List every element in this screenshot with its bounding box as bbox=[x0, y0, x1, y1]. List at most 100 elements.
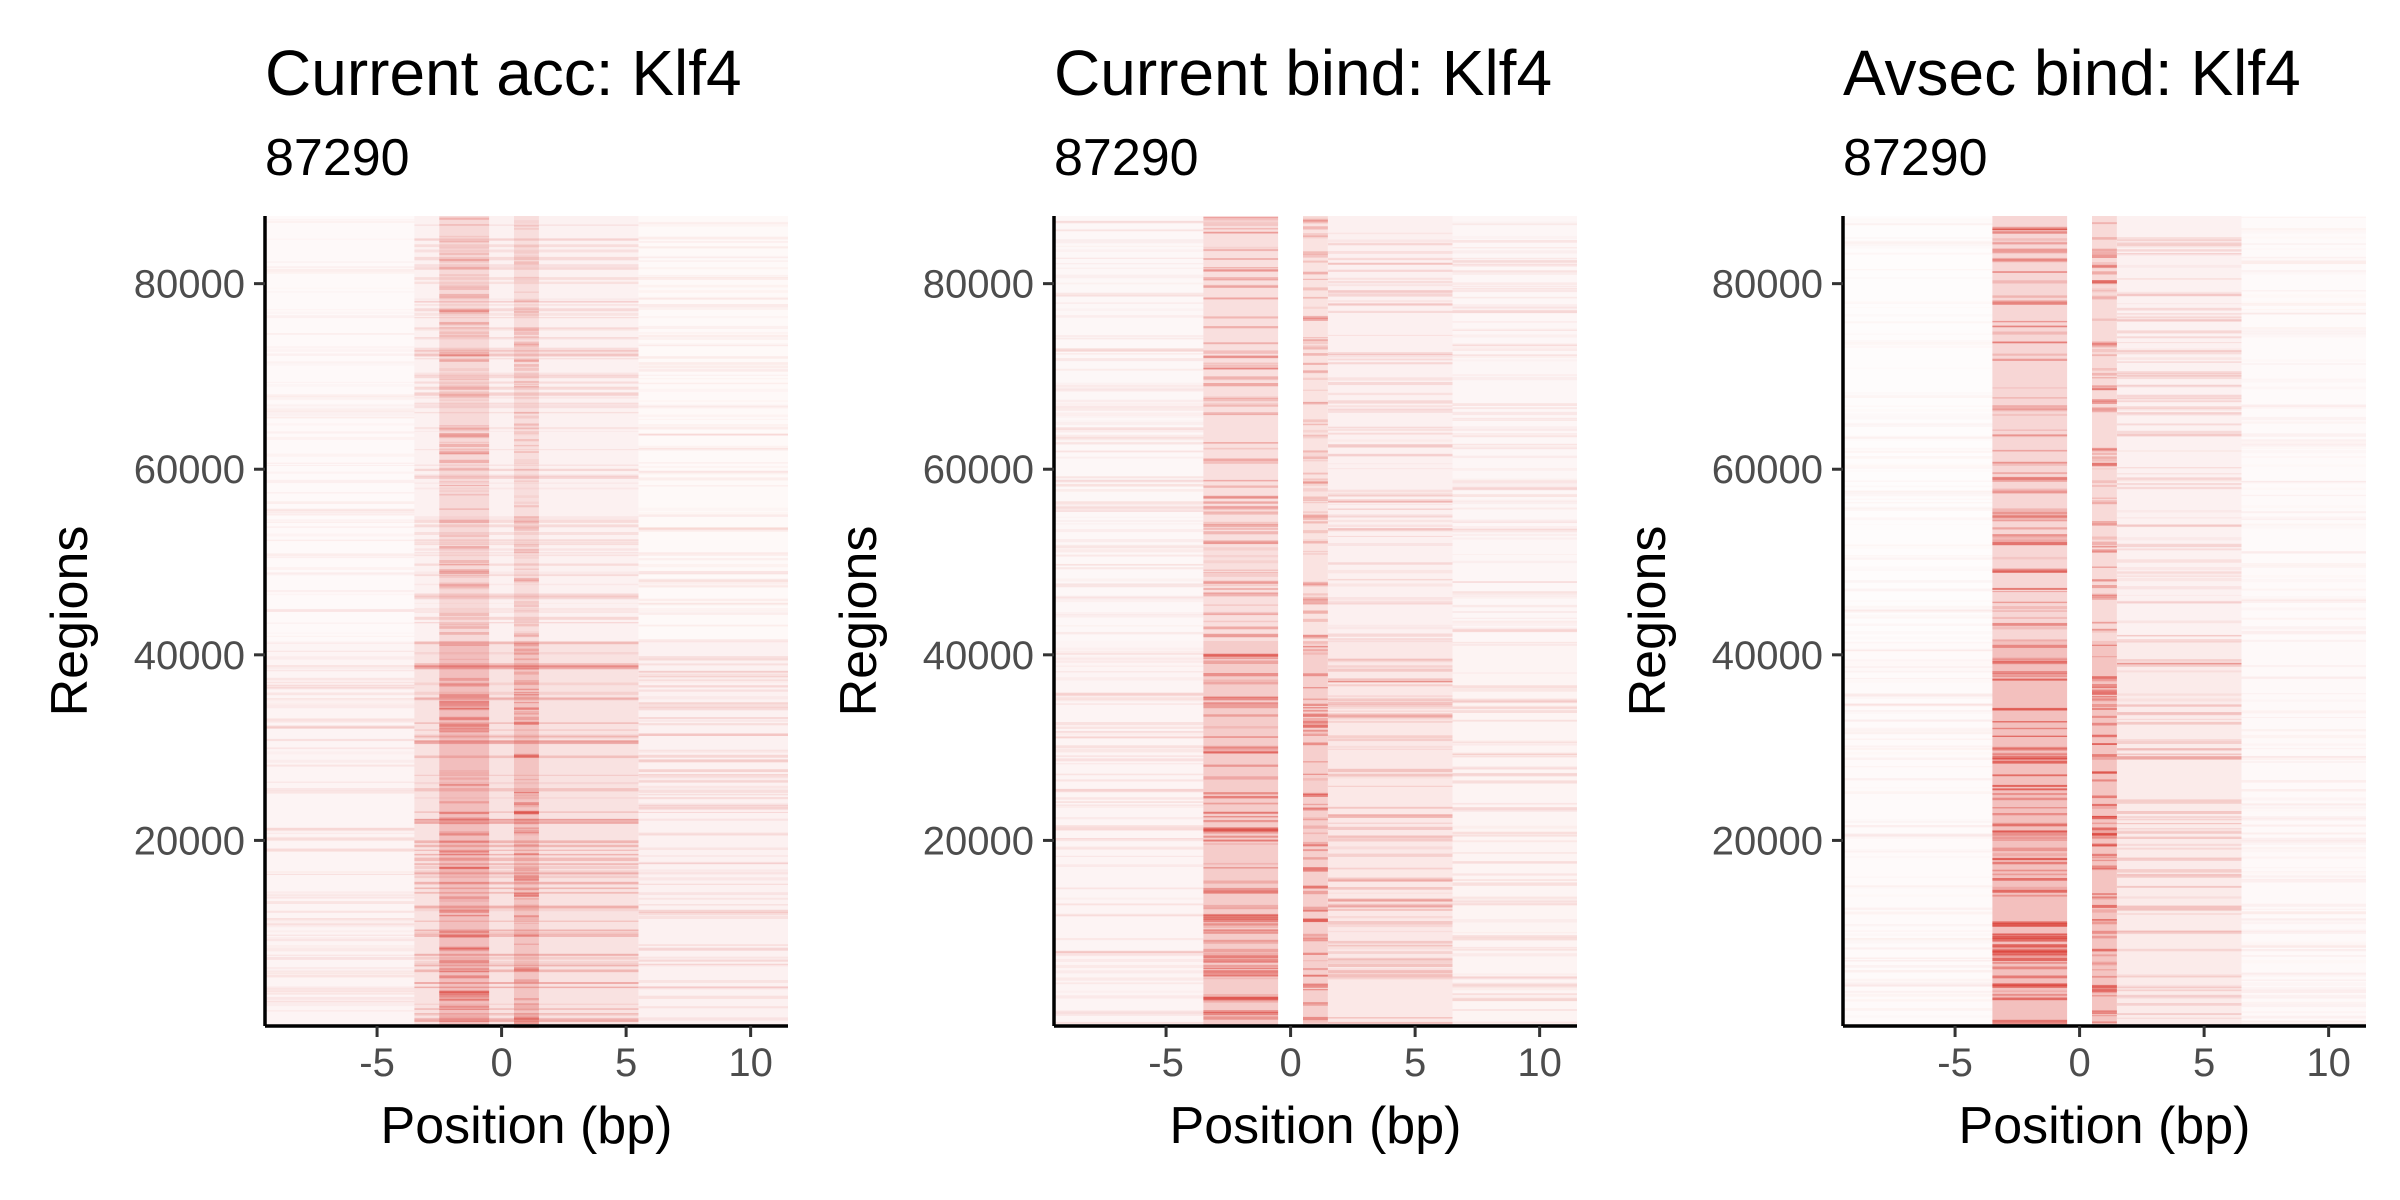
heatmap-row-streak bbox=[514, 822, 539, 825]
heatmap-row-streak bbox=[2092, 341, 2117, 345]
heatmap-row-streak bbox=[414, 264, 639, 267]
heatmap-row-streak bbox=[638, 579, 788, 583]
heatmap-row-streak bbox=[514, 527, 539, 530]
heatmap-row-streak bbox=[265, 948, 415, 952]
heatmap-row-streak bbox=[1328, 405, 1453, 407]
heatmap-row-streak bbox=[1992, 587, 2068, 590]
heatmap-row-streak bbox=[1054, 745, 1204, 749]
heatmap-row-streak bbox=[2092, 921, 2117, 925]
heatmap-row-streak bbox=[1054, 427, 1204, 430]
heatmap-row-streak bbox=[514, 680, 539, 682]
heatmap-row-streak bbox=[414, 224, 639, 226]
heatmap-row-streak bbox=[414, 1013, 639, 1015]
heatmap-row-streak bbox=[1203, 383, 1279, 387]
heatmap-row-streak bbox=[2242, 231, 2367, 234]
heatmap-row-streak bbox=[1328, 959, 1453, 961]
heatmap-row-streak bbox=[2242, 634, 2367, 635]
heatmap-row-streak bbox=[1328, 908, 1453, 911]
heatmap-row-streak bbox=[414, 312, 639, 316]
heatmap-row-streak bbox=[1203, 560, 1279, 564]
heatmap-row-streak bbox=[2092, 822, 2117, 825]
heatmap-row-streak bbox=[638, 883, 788, 885]
heatmap-row-streak bbox=[514, 433, 539, 436]
heatmap-row-streak bbox=[514, 827, 539, 830]
heatmap-row-streak bbox=[2092, 795, 2117, 799]
heatmap-row-streak bbox=[514, 802, 539, 806]
heatmap-row-streak bbox=[638, 904, 788, 906]
heatmap-row-streak bbox=[1054, 914, 1204, 917]
heatmap-row-streak bbox=[514, 372, 539, 376]
heatmap-row-streak bbox=[1303, 353, 1328, 356]
heatmap-row-streak bbox=[1843, 301, 1992, 303]
heatmap-row-streak bbox=[1054, 827, 1204, 831]
heatmap-row-streak bbox=[1843, 448, 1992, 450]
heatmap-row-streak bbox=[1328, 777, 1453, 779]
heatmap-row-streak bbox=[439, 857, 490, 860]
heatmap-row-streak bbox=[2092, 961, 2117, 964]
heatmap-row-streak bbox=[1203, 907, 1279, 910]
heatmap-row-streak bbox=[639, 241, 788, 243]
heatmap-row-streak bbox=[1054, 694, 1204, 698]
heatmap-row-streak bbox=[1303, 435, 1328, 439]
heatmap-row-streak bbox=[1992, 257, 2068, 261]
x-tick-label: 5 bbox=[615, 1041, 637, 1085]
heatmap-row-streak bbox=[1328, 377, 1453, 381]
heatmap-row-streak bbox=[1203, 750, 1279, 753]
heatmap-row-streak bbox=[2117, 748, 2242, 750]
heatmap-row-streak bbox=[1203, 267, 1279, 269]
heatmap-row-streak bbox=[1203, 1011, 1279, 1015]
heatmap-row-streak bbox=[439, 851, 490, 855]
heatmap-row-streak bbox=[2092, 521, 2117, 525]
heatmap-row-streak bbox=[1203, 750, 1279, 754]
heatmap-row-streak bbox=[1203, 867, 1279, 869]
heatmap-row-streak bbox=[439, 435, 490, 439]
heatmap-row-streak bbox=[1328, 916, 1453, 919]
heatmap-row-streak bbox=[1992, 951, 2068, 956]
heatmap-row-streak bbox=[1328, 678, 1453, 680]
heatmap-row-streak bbox=[1054, 353, 1204, 355]
heatmap-row-streak bbox=[1843, 680, 1992, 683]
y-tick-label: 40000 bbox=[923, 634, 1034, 678]
heatmap-row-streak bbox=[1054, 554, 1204, 557]
heatmap-row-streak bbox=[2241, 480, 2366, 482]
heatmap-row-streak bbox=[1328, 432, 1453, 435]
heatmap-row-streak bbox=[514, 802, 539, 804]
heatmap-row-streak bbox=[439, 569, 490, 573]
heatmap-row-streak bbox=[439, 896, 490, 900]
heatmap-row-streak bbox=[414, 691, 639, 695]
heatmap-row-streak bbox=[2092, 734, 2117, 737]
heatmap-row-streak bbox=[1054, 385, 1204, 388]
heatmap-row-streak bbox=[1328, 903, 1453, 907]
heatmap-row-streak bbox=[1054, 427, 1204, 430]
heatmap-block bbox=[1303, 216, 1328, 641]
heatmap-row-streak bbox=[1203, 917, 1279, 920]
heatmap-row-streak bbox=[2092, 262, 2117, 265]
heatmap-row-streak bbox=[414, 350, 639, 352]
heatmap-row-streak bbox=[2092, 893, 2117, 896]
heatmap-row-streak bbox=[265, 384, 414, 387]
heatmap-row-streak bbox=[1328, 493, 1453, 496]
heatmap-row-streak bbox=[1203, 827, 1279, 831]
heatmap-row-streak bbox=[2117, 634, 2242, 637]
heatmap-row-streak bbox=[1203, 269, 1279, 272]
heatmap-row-streak bbox=[2092, 536, 2117, 539]
heatmap-row-streak bbox=[1843, 392, 1992, 395]
heatmap-row-streak bbox=[2241, 363, 2366, 365]
heatmap-row-streak bbox=[1203, 835, 1279, 838]
heatmap-row-streak bbox=[1054, 434, 1204, 439]
heatmap-row-streak bbox=[2117, 799, 2242, 803]
heatmap-row-streak bbox=[1203, 279, 1279, 281]
heatmap-row-streak bbox=[2117, 315, 2242, 318]
heatmap-row-streak bbox=[2092, 704, 2117, 708]
heatmap-row-streak bbox=[1328, 681, 1453, 683]
heatmap-row-streak bbox=[638, 365, 788, 369]
heatmap-row-streak bbox=[1843, 965, 1993, 968]
heatmap-row-streak bbox=[1203, 524, 1279, 528]
heatmap-row-streak bbox=[514, 967, 539, 970]
heatmap-row-streak bbox=[1203, 512, 1279, 515]
heatmap-row-streak bbox=[1054, 567, 1204, 570]
heatmap-row-streak bbox=[1328, 493, 1453, 496]
heatmap-row-streak bbox=[1452, 419, 1577, 421]
heatmap-row-streak bbox=[638, 963, 788, 966]
heatmap-row-streak bbox=[1203, 792, 1279, 794]
